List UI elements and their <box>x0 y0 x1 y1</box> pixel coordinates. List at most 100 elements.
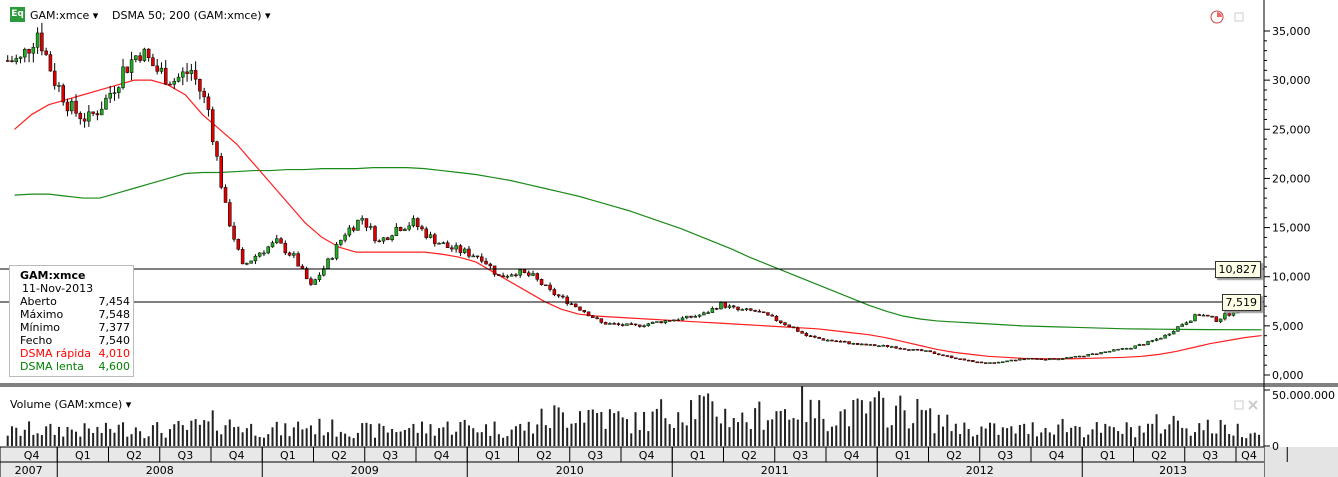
candle-down <box>783 322 787 326</box>
quarter-label: Q4 <box>1049 449 1065 462</box>
volume-bar <box>339 431 342 446</box>
candle-down <box>843 340 847 343</box>
candle-up <box>1026 358 1031 360</box>
volume-bar <box>715 416 718 446</box>
volume-bar <box>395 432 398 446</box>
price-tick-label: 30,000 <box>1272 74 1311 87</box>
candle-down <box>78 112 83 120</box>
candle-down <box>527 272 531 276</box>
candle-up <box>996 361 1001 364</box>
candle-down <box>1013 359 1018 362</box>
candle-up <box>1176 326 1180 332</box>
volume-bar <box>557 407 560 446</box>
candle-up <box>87 111 91 122</box>
volume-bar <box>826 431 829 446</box>
candle-up <box>719 302 723 310</box>
candle-up <box>189 70 194 74</box>
candle-down <box>620 324 625 326</box>
candle-down <box>894 346 898 349</box>
volume-bar <box>890 425 893 446</box>
candle-down <box>847 341 851 345</box>
volume-bar <box>139 431 142 446</box>
candle-down <box>749 308 753 311</box>
legend-row: DSMA rápida 4,010 <box>20 347 130 360</box>
candle-down <box>556 294 561 297</box>
candle-up <box>1048 358 1052 361</box>
candle-down <box>373 226 377 242</box>
candle-down <box>228 202 232 227</box>
indicator-selector[interactable]: DSMA 50; 200 (GAM:xmce) ▾ <box>112 9 271 22</box>
candle-up <box>112 92 117 94</box>
clock-icon[interactable] <box>1210 10 1224 24</box>
volume-bar <box>169 429 171 446</box>
candle-up <box>655 321 659 323</box>
volume-bar <box>356 432 359 446</box>
candle-down <box>467 248 471 257</box>
volume-bar <box>852 400 855 446</box>
volume-bar <box>275 421 278 446</box>
candle-up <box>1009 359 1014 362</box>
quarter-label: Q3 <box>793 449 809 462</box>
candle-up <box>14 58 18 62</box>
candle-up <box>680 317 685 321</box>
volume-bar <box>83 423 86 446</box>
volume-bar <box>1159 433 1162 446</box>
volume-bar <box>920 409 923 446</box>
volume-bar <box>463 419 466 446</box>
candle-up <box>441 242 446 244</box>
volume-bar <box>728 427 731 446</box>
volume-bar <box>1198 423 1201 446</box>
candle-down <box>796 327 800 332</box>
volume-bar <box>579 411 581 446</box>
volume-bar <box>1155 414 1158 446</box>
candle-up <box>1201 314 1206 317</box>
candle-up <box>1133 345 1137 349</box>
close-icon[interactable] <box>1248 400 1258 410</box>
candle-down <box>492 265 497 275</box>
volume-bar <box>754 408 757 446</box>
volume-bar <box>1074 426 1077 446</box>
legend-row: Aberto 7,454 <box>20 295 130 308</box>
volume-bar <box>57 426 60 446</box>
volume-bar <box>672 427 675 446</box>
volume-bar <box>224 425 227 446</box>
candle-down <box>138 55 142 61</box>
candle-down <box>599 318 604 323</box>
symbol-selector[interactable]: GAM:xmce ▾ <box>30 9 99 22</box>
volume-bar <box>1258 434 1261 446</box>
volume-bar <box>877 391 880 446</box>
volume-bar <box>702 396 705 446</box>
candle-down <box>1206 314 1210 317</box>
volume-bar <box>15 427 18 446</box>
volume-bar <box>489 435 492 446</box>
volume-bar <box>1232 435 1235 446</box>
candle-down <box>578 306 582 311</box>
legend-label: Máximo <box>20 308 64 321</box>
legend-row: DSMA lenta 4,600 <box>20 360 130 373</box>
volume-bar <box>775 411 778 446</box>
last-price-tag: 7,519 <box>1221 294 1261 311</box>
volume-bar <box>1129 427 1132 446</box>
candle-down <box>544 284 548 287</box>
volume-bar <box>1040 432 1043 446</box>
legend-value: 7,540 <box>98 334 131 347</box>
candle-down <box>304 268 309 280</box>
candle-up <box>1159 337 1163 340</box>
volume-bar <box>429 424 432 446</box>
volume-bar <box>514 426 517 446</box>
volume-bar <box>53 434 56 446</box>
volume-bar <box>989 422 991 446</box>
volume-bar <box>352 438 355 446</box>
candle-down <box>163 67 168 85</box>
dsma-fast-line <box>14 79 1262 360</box>
candle-up <box>249 260 253 264</box>
volume-bar <box>1228 434 1231 446</box>
restore-icon[interactable] <box>1234 400 1244 410</box>
candle-down <box>125 66 130 73</box>
volume-bar <box>660 399 663 446</box>
volume-bar <box>540 408 543 446</box>
maximize-icon[interactable] <box>1234 12 1244 22</box>
volume-selector[interactable]: Volume (GAM:xmce) ▾ <box>10 398 132 411</box>
volume-bar <box>882 397 885 446</box>
